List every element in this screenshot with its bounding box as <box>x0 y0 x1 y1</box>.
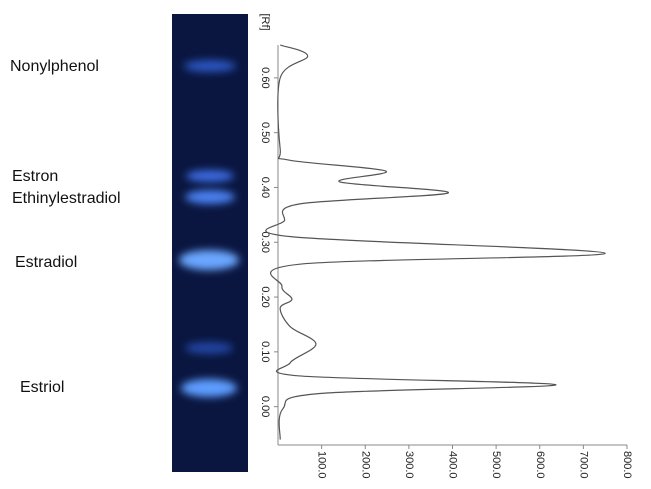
band-label: Ethinylestradiol <box>12 190 121 207</box>
rf-tick-label: 0.60 <box>259 67 271 88</box>
chart: Nonylphenol Estron Ethinylestradiol Estr… <box>0 0 651 489</box>
rf-tick-label: 0.30 <box>259 232 271 253</box>
intensity-tick-label: 300.0 <box>403 451 415 479</box>
rf-tick-label: 0.00 <box>259 396 271 417</box>
intensity-tick-label: 400.0 <box>447 451 459 479</box>
intensity-tick-label: 600.0 <box>534 451 546 479</box>
intensity-tick-label: 200.0 <box>359 451 371 479</box>
intensity-tick-label: 500.0 <box>490 451 502 479</box>
band-label: Estradiol <box>15 254 77 271</box>
band-label: Nonylphenol <box>10 58 99 75</box>
axis-label: [Rf] <box>259 13 271 30</box>
densitogram-line <box>266 45 605 440</box>
rf-tick-label: 0.40 <box>259 177 271 198</box>
intensity-tick-label: 800.0 <box>621 451 633 479</box>
band-label: Estriol <box>20 379 64 396</box>
rf-tick-label: 0.10 <box>259 341 271 362</box>
intensity-tick-label: 100.0 <box>316 451 328 479</box>
band-label: Estron <box>12 168 58 185</box>
rf-tick-label: 0.20 <box>259 286 271 307</box>
rf-tick-label: 0.50 <box>259 122 271 143</box>
intensity-tick-label: 700.0 <box>577 451 589 479</box>
tlc-plate <box>172 14 248 472</box>
